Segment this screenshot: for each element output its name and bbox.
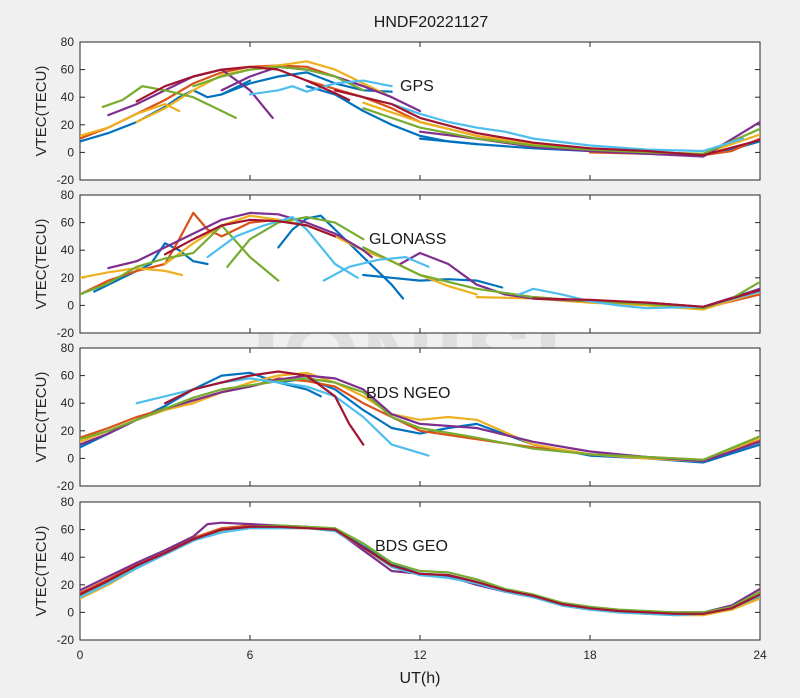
series-line-15	[192, 65, 365, 92]
y-tick-label: 0	[67, 145, 74, 159]
y-tick-label: -20	[57, 326, 75, 340]
series-line-6	[80, 527, 760, 617]
series-line-8	[475, 290, 760, 311]
plot-area	[79, 347, 761, 487]
series-line-20	[333, 89, 760, 157]
series-group	[80, 370, 760, 464]
y-tick-label: 40	[61, 90, 75, 104]
series-group	[80, 211, 760, 311]
x-tick-label: 18	[583, 648, 597, 662]
series-line-14	[206, 216, 359, 279]
subplot-1: -20 0 20 40 60 80 VTEC(TECU) GPS	[33, 35, 761, 187]
x-tick-label: 0	[77, 648, 84, 662]
y-tick-label: 40	[61, 396, 75, 410]
series-annotation: BDS GEO	[375, 538, 448, 555]
y-tick-label: 40	[61, 550, 75, 564]
x-tick-label: 6	[247, 648, 254, 662]
y-tick-label: 20	[61, 424, 75, 438]
series-line-14	[101, 85, 237, 120]
series-line-4	[80, 211, 308, 296]
series-line-12	[226, 216, 365, 268]
y-tick-label: 80	[61, 188, 75, 202]
series-line-11	[80, 224, 280, 296]
y-tick-label: 0	[67, 298, 74, 312]
subplot-2: -20 0 20 40 60 80 VTEC(TECU) GLONASS	[33, 188, 761, 340]
series-line-17	[248, 79, 393, 96]
series-line-6	[80, 377, 760, 461]
series-group	[80, 60, 760, 158]
y-tick-label: 60	[61, 216, 75, 230]
series-annotation: GPS	[400, 78, 434, 95]
series-line-18	[532, 289, 760, 308]
y-axis-label: VTEC(TECU)	[33, 526, 50, 617]
series-line-1	[93, 242, 209, 293]
y-tick-label: 80	[61, 35, 75, 49]
y-tick-label: 60	[61, 63, 75, 77]
series-line-15	[322, 256, 430, 282]
y-tick-label: 40	[61, 243, 75, 257]
series-group	[80, 521, 760, 617]
x-axis-label: UT(h)	[400, 670, 441, 687]
y-tick-label: -20	[57, 633, 75, 647]
series-line-2	[277, 214, 405, 300]
y-tick-label: 20	[61, 578, 75, 592]
x-tick-label: 24	[753, 648, 767, 662]
y-tick-label: 80	[61, 341, 75, 355]
series-line-7	[80, 525, 760, 615]
chart-title: HNDF20221127	[374, 14, 489, 31]
y-tick-label: 80	[61, 495, 75, 509]
subplot-3: -20 0 20 40 60 80 VTEC(TECU) BDS NGEO	[33, 341, 761, 493]
series-line-7	[135, 377, 430, 457]
y-axis-label: VTEC(TECU)	[33, 219, 50, 310]
series-line-8	[163, 370, 365, 446]
series-line-18	[390, 102, 745, 153]
y-tick-label: -20	[57, 479, 75, 493]
y-tick-label: -20	[57, 173, 75, 187]
y-axis-label: VTEC(TECU)	[33, 66, 50, 157]
series-line-6	[80, 267, 184, 279]
series-annotation: GLONASS	[369, 231, 446, 248]
y-tick-label: 0	[67, 451, 74, 465]
series-line-19	[135, 65, 351, 103]
y-tick-label: 60	[61, 523, 75, 537]
y-tick-label: 60	[61, 369, 75, 383]
series-line-9	[107, 211, 373, 270]
series-line-17	[163, 218, 337, 256]
y-axis-label: VTEC(TECU)	[33, 372, 50, 463]
series-annotation: BDS NGEO	[366, 385, 450, 402]
x-tick-label: 12	[413, 648, 427, 662]
y-tick-label: 20	[61, 271, 75, 285]
y-tick-label: 0	[67, 605, 74, 619]
y-tick-label: 20	[61, 118, 75, 132]
